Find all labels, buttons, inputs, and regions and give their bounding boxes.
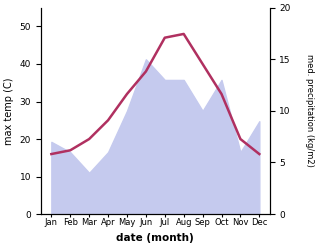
Y-axis label: med. precipitation (kg/m2): med. precipitation (kg/m2): [305, 54, 314, 167]
Y-axis label: max temp (C): max temp (C): [4, 77, 14, 145]
X-axis label: date (month): date (month): [116, 233, 194, 243]
